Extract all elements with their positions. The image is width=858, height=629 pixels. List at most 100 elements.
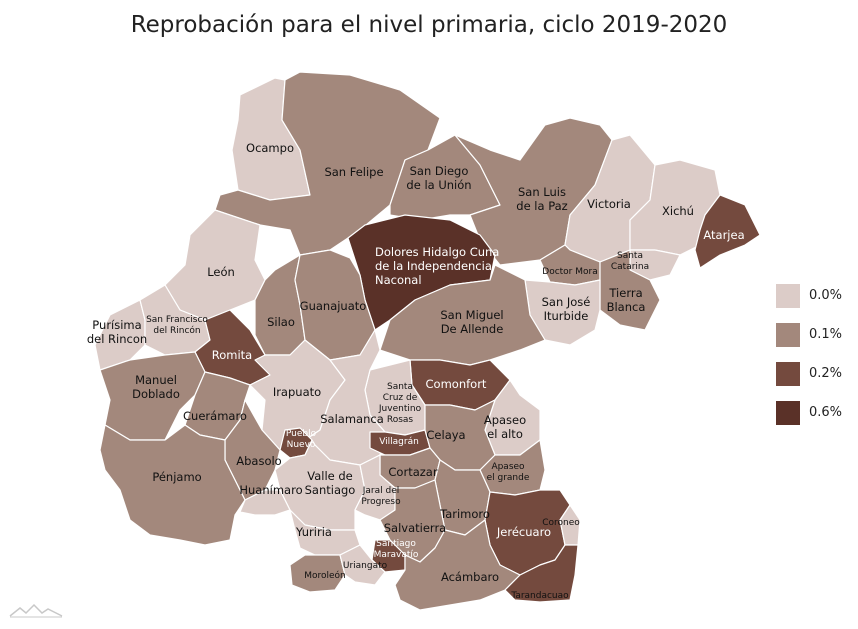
region-label-line: Moroleón — [304, 570, 346, 581]
region-label-acambaro: Acámbaro — [441, 570, 499, 584]
region-label-line: Victoria — [587, 197, 631, 211]
legend-label: 0.6% — [809, 405, 843, 420]
region-acambaro[interactable] — [394, 519, 521, 611]
legend-swatch — [776, 361, 800, 386]
region-label-line: Progreso — [361, 497, 401, 507]
region-label-line: Pueblo — [286, 429, 317, 439]
region-label-line: el alto — [487, 427, 523, 441]
region-label-line: Ocampo — [246, 141, 294, 155]
region-label-dolores: Dolores Hidalgo Cuna de la Independencia N… — [375, 245, 499, 287]
region-label-line: Manuel — [135, 373, 177, 387]
region-label-san-luis: San Luis de la Paz — [516, 185, 567, 213]
legend-label: 0.2% — [809, 366, 843, 381]
legend-item[interactable]: 0.0% — [776, 276, 842, 315]
region-label-line: Apaseo — [484, 413, 526, 427]
region-label-abasolo: Abasolo — [236, 454, 281, 468]
region-label-huanimaro: Huanímaro — [239, 483, 302, 497]
region-xichu[interactable] — [629, 159, 721, 256]
region-label-line: Celaya — [426, 428, 465, 442]
region-label-moroleon: Moroleón — [304, 570, 346, 581]
region-label-apaseo-alto: Apaseo el alto — [484, 413, 526, 441]
region-label-line: Juventino — [378, 404, 422, 414]
region-label-line: Iturbide — [544, 309, 589, 323]
region-label-line: San Felipe — [324, 165, 383, 179]
region-label-purisima: Purísima del Rincon — [87, 318, 147, 346]
region-label-tarimoro: Tarimoro — [439, 507, 490, 521]
region-label-line: Yuriria — [295, 525, 332, 539]
region-label-cueramaro: Cuerámaro — [183, 409, 247, 423]
region-label-guanajuato: Guanajuato — [300, 299, 367, 313]
legend-swatch — [776, 400, 800, 425]
region-penjamo[interactable] — [99, 424, 246, 546]
region-label-san-jose: San José Iturbide — [542, 295, 591, 323]
region-label-line: San Francisco — [146, 315, 208, 325]
region-tarandacuao[interactable] — [504, 544, 579, 603]
region-label-line: Salamanca — [320, 412, 384, 426]
region-label-line: Jaral del — [362, 486, 400, 496]
region-label-line: Tarandacuao — [510, 591, 569, 601]
region-label-line: el grande — [487, 473, 530, 483]
region-label-line: Guanajuato — [300, 299, 367, 313]
legend-swatch — [776, 283, 800, 308]
region-label-santa-cruz: Santa Cruz de Juventino Rosas — [378, 382, 422, 425]
region-label-line: Atarjea — [703, 228, 744, 242]
region-label-line: Cruz de — [383, 393, 418, 403]
region-label-atarjea: Atarjea — [703, 228, 744, 242]
region-label-line: Santa — [387, 382, 413, 392]
region-label-yuriria: Yuriria — [295, 525, 332, 539]
region-atarjea[interactable] — [694, 194, 761, 269]
region-label-line: Cortazar — [388, 465, 437, 479]
region-label-line: León — [207, 265, 235, 279]
region-label-tarandacuao: Tarandacuao — [510, 591, 569, 601]
region-label-line: Dolores Hidalgo Cuna — [375, 245, 499, 259]
legend-swatch — [776, 322, 800, 347]
region-coroneo[interactable] — [559, 504, 581, 546]
region-label-line: del Rincon — [87, 332, 147, 346]
legend-item[interactable]: 0.2% — [776, 354, 842, 393]
region-label-line: Tierra — [608, 286, 642, 300]
region-label-silao: Silao — [267, 315, 295, 329]
region-label-line: Romita — [212, 348, 252, 362]
region-label-line: Rosas — [387, 415, 414, 425]
region-manuel-doblado[interactable] — [99, 351, 206, 441]
region-label-santiago-maravatio: Santiago Maravatío — [374, 539, 419, 560]
region-label-romita: Romita — [212, 348, 252, 362]
region-label-salamanca: Salamanca — [320, 412, 384, 426]
map-title: Reprobación para el nivel primaria, cicl… — [130, 12, 728, 38]
region-label-line: Pénjamo — [152, 470, 201, 484]
region-label-line: Blanca — [607, 300, 646, 314]
region-label-line: Tarimoro — [439, 507, 490, 521]
region-label-celaya: Celaya — [426, 428, 465, 442]
region-label-doctor-mora: Doctor Mora — [542, 267, 597, 277]
region-label-line: Santa — [617, 251, 643, 261]
region-label-line: Catarina — [611, 262, 649, 272]
region-label-comonfort: Comonfort — [426, 377, 487, 391]
region-huanimaro[interactable] — [239, 489, 291, 516]
legend-label: 0.0% — [809, 288, 843, 303]
region-label-line: Comonfort — [426, 377, 487, 391]
region-label-line: Doblado — [132, 387, 180, 401]
legend-item[interactable]: 0.1% — [776, 315, 842, 354]
region-label-cortazar: Cortazar — [388, 465, 437, 479]
legend-item[interactable]: 0.6% — [776, 393, 842, 432]
logo-mountain-icon — [9, 603, 63, 618]
legend-label: 0.1% — [809, 327, 843, 342]
region-label-uriangato: Uriangato — [343, 561, 388, 571]
region-label-coroneo: Coroneo — [542, 518, 580, 528]
region-leon[interactable] — [164, 209, 266, 321]
region-label-line: Maravatío — [374, 550, 419, 560]
region-label-line: Cuerámaro — [183, 409, 247, 423]
region-label-line: Naconal — [375, 273, 422, 287]
region-label-san-francisco: San Francisco del Rincón — [146, 315, 208, 336]
region-label-line: Santiago — [376, 539, 416, 549]
region-uriangato[interactable] — [339, 544, 386, 586]
region-label-line: San José — [542, 295, 591, 309]
region-label-san-diego: San Diego de la Unión — [406, 164, 471, 192]
region-label-line: Salvatierra — [384, 521, 446, 535]
region-label-line: De Allende — [441, 322, 504, 336]
region-label-line: Santiago — [305, 483, 356, 497]
region-label-irapuato: Irapuato — [273, 385, 321, 399]
region-label-jerecuaro: Jerécuaro — [496, 525, 551, 539]
region-label-line: de la Paz — [516, 199, 567, 213]
